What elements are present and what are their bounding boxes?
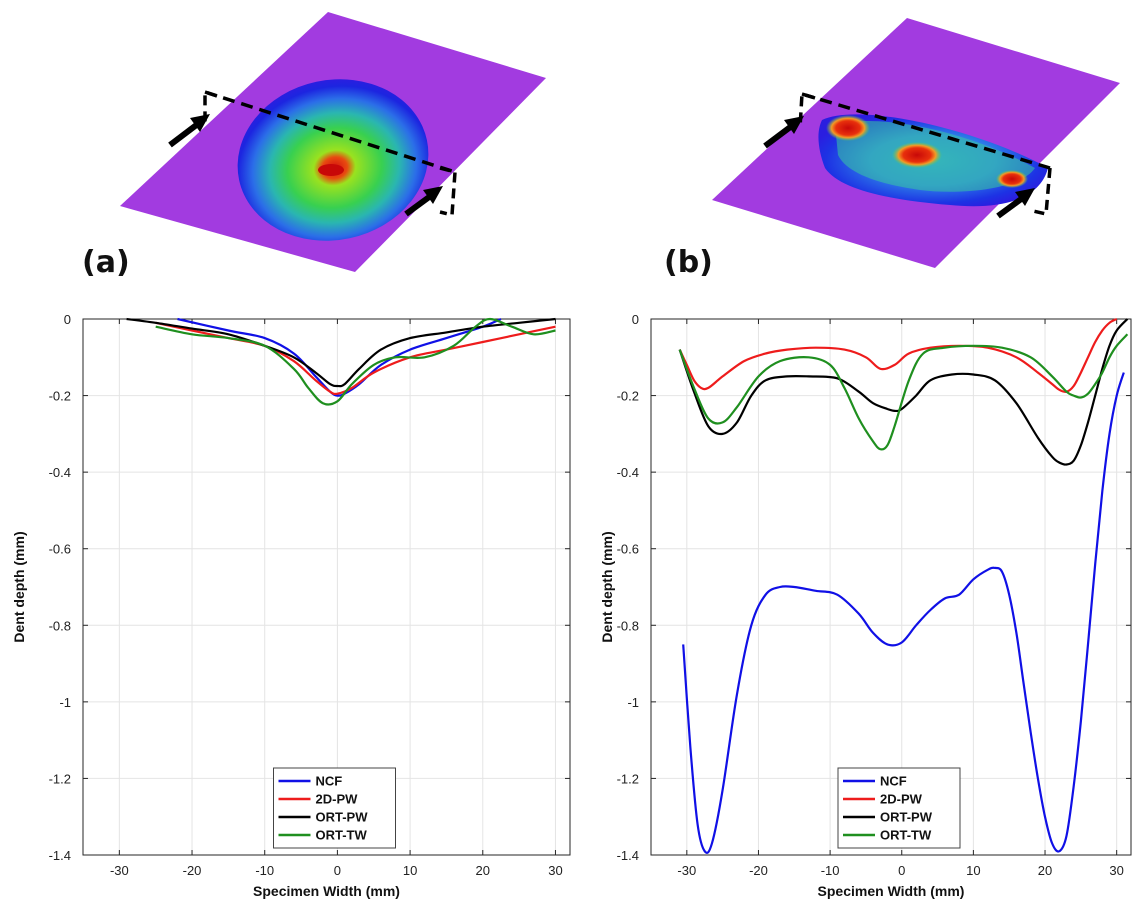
legend-entry: NCF	[880, 774, 907, 789]
x-axis-label: Specimen Width (mm)	[818, 883, 965, 899]
x-axis-label: Specimen Width (mm)	[253, 883, 400, 899]
x-tick-label: -30	[110, 863, 129, 878]
legend: NCF 2D-PW ORT-PW ORT-TW	[273, 767, 396, 849]
y-tick-label: -0.2	[617, 389, 639, 404]
arrow-icon	[168, 114, 210, 148]
section-bracket-a-right	[439, 166, 457, 218]
surface-b-spot-2	[892, 142, 942, 168]
section-bracket-a-left	[203, 89, 218, 126]
surface-a-dent-core	[318, 164, 344, 176]
series-line-ncf	[682, 372, 1125, 854]
y-axis-label: Dent depth (mm)	[11, 531, 27, 642]
x-tick-label: 20	[1038, 863, 1052, 878]
y-axis-label: Dent depth (mm)	[599, 531, 615, 642]
series-line-ort-pw	[126, 317, 556, 388]
y-tick-label: -0.2	[49, 389, 71, 404]
plot-b: -30 -20 -10 0 10 20 30 0 -0.2 -0.4 -0.6 -0.8 -1 -1.2 -…	[599, 312, 1132, 899]
series-line-ncf	[177, 317, 502, 397]
legend: NCF 2D-PW ORT-PW ORT-TW	[837, 767, 961, 849]
y-tick-label: -0.4	[617, 465, 639, 480]
y-tick-label: -1.4	[49, 848, 71, 863]
x-tick-label: 30	[1109, 863, 1123, 878]
series-line-ort-tw	[155, 317, 556, 406]
legend-entry: ORT-PW	[316, 810, 369, 825]
surface-b-spot-1	[826, 115, 870, 141]
y-tick-label: -0.6	[49, 542, 71, 557]
arrow-icon	[404, 186, 443, 217]
x-tick-label: 30	[548, 863, 562, 878]
section-line-b	[801, 92, 1051, 170]
axes-box	[650, 318, 1132, 856]
legend-entry: ORT-TW	[316, 828, 368, 843]
arrow-icon	[996, 188, 1035, 219]
x-tick-label: -10	[821, 863, 840, 878]
y-tick-label: -0.8	[49, 618, 71, 633]
x-tick-label: -20	[183, 863, 202, 878]
x-tick-label: 10	[966, 863, 980, 878]
y-tick-label: -0.6	[617, 542, 639, 557]
legend-entry: ORT-PW	[880, 810, 933, 825]
axes-box	[82, 318, 571, 856]
y-tick-label: -0.8	[617, 618, 639, 633]
y-tick-label: -1	[627, 695, 639, 710]
section-bracket-b-right	[1032, 167, 1052, 217]
surface-b-spot-3	[996, 170, 1028, 188]
section-line-a	[204, 90, 456, 174]
legend-entry: 2D-PW	[880, 792, 923, 807]
legend-entry: ORT-TW	[880, 828, 932, 843]
y-tick-label: -1	[59, 695, 71, 710]
arrow-icon	[763, 116, 804, 149]
y-tick-label: -1.2	[49, 771, 71, 786]
x-tick-label: -10	[255, 863, 274, 878]
plot-a: -30 -20 -10 0 10 20 30 0 -0.2 -0.4 -0.6 -0.8 -1 -1.2 -…	[11, 312, 571, 899]
surface-a-dent	[237, 79, 429, 241]
x-tick-label: -20	[749, 863, 768, 878]
x-tick-label: 0	[898, 863, 905, 878]
series-line-ort-pw	[678, 318, 1129, 466]
x-tick-label: -30	[677, 863, 696, 878]
surface-a	[120, 12, 546, 272]
surface-b	[712, 18, 1120, 268]
y-tick-label: -0.4	[49, 465, 71, 480]
y-tick-label: -1.4	[617, 848, 639, 863]
legend-entry: 2D-PW	[316, 792, 359, 807]
series-line-ort-tw	[678, 333, 1129, 451]
x-tick-label: 10	[403, 863, 417, 878]
panel-a-label: (a)	[82, 245, 130, 280]
series-line-2d-pw	[155, 321, 556, 396]
y-tick-label: 0	[64, 312, 71, 327]
series-line-2d-pw	[678, 318, 1118, 393]
legend-entry: NCF	[316, 774, 343, 789]
x-tick-label: 0	[334, 863, 341, 878]
y-tick-label: 0	[632, 312, 639, 327]
x-tick-label: 20	[476, 863, 490, 878]
y-tick-label: -1.2	[617, 771, 639, 786]
panel-b-label: (b)	[664, 245, 713, 280]
